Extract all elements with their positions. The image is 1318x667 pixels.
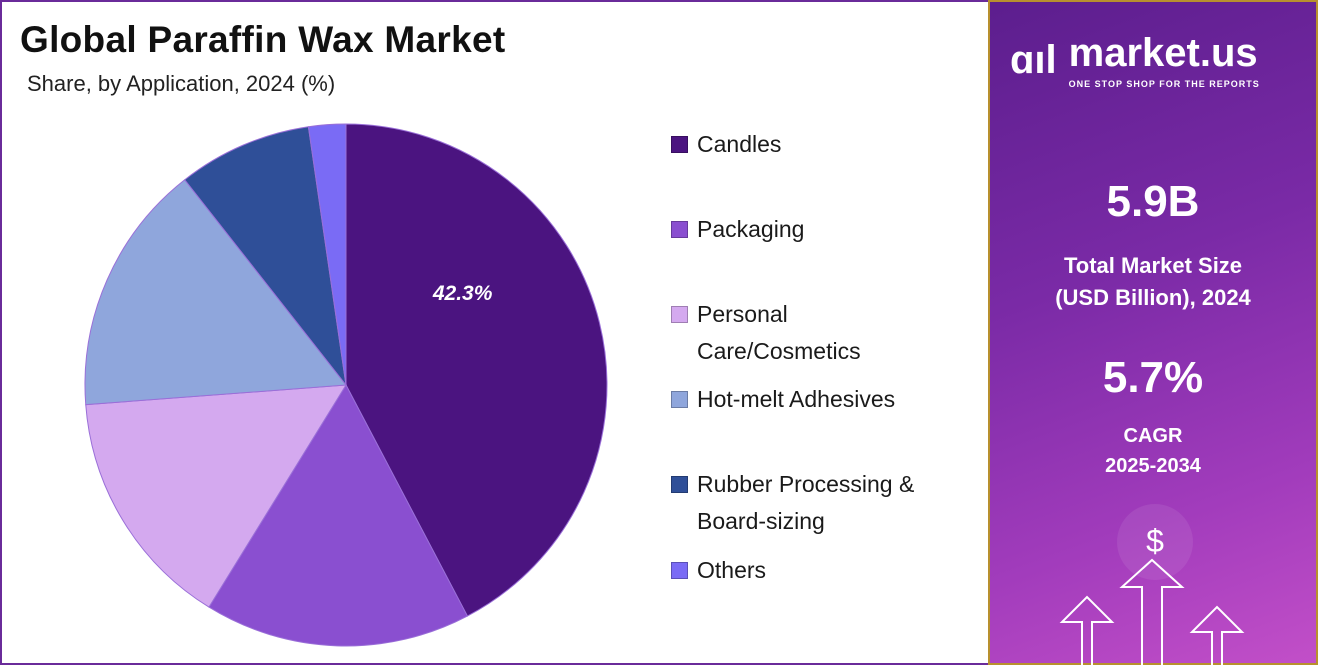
chart-title: Global Paraffin Wax Market <box>20 19 506 60</box>
legend-swatch <box>671 221 688 238</box>
market-size-label: Total Market Size <box>1063 253 1243 278</box>
growth-arrows-icon: $ <box>1059 504 1245 667</box>
legend-label: Candles <box>697 131 782 157</box>
legend-label-line2: Board-sizing <box>697 508 825 534</box>
cagr-period: 2025-2034 <box>1105 455 1201 477</box>
pie-slice-personal-care <box>85 384 347 608</box>
brand-tagline: ONE STOP SHOP FOR THE REPORTS <box>1068 79 1260 89</box>
legend-item-rubber: Rubber Processing & Board-sizing <box>671 466 971 540</box>
legend-swatch <box>671 306 688 323</box>
cagr-value: 5.7% <box>1102 353 1204 402</box>
data-label-candles: 42.3% <box>432 282 493 305</box>
legend-item-hot-melt: Hot-melt Adhesives <box>671 381 971 418</box>
pie-slice-rubber <box>184 126 347 387</box>
legend-label: Hot-melt Adhesives <box>697 386 896 412</box>
legend-swatch <box>671 562 688 579</box>
legend-label: Rubber Processing & <box>697 471 915 497</box>
legend-item-candles: Candles <box>671 126 971 163</box>
pie-slice-hot-melt <box>84 179 347 406</box>
chart-frame <box>0 0 988 665</box>
brand-logo: ɑıl market.us ONE STOP SHOP FOR THE REPO… <box>1010 30 1260 90</box>
legend-swatch <box>671 476 688 493</box>
legend-label: Others <box>697 557 767 583</box>
cagr-label: CAGR <box>1123 425 1183 447</box>
pie-slice-packaging <box>208 383 469 647</box>
chart-subtitle: Share, by Application, 2024 (%) <box>27 71 336 96</box>
dollar-icon: $ <box>1146 523 1164 559</box>
pie-slice-candles <box>345 123 608 617</box>
market-size-value: 5.9B <box>1106 177 1200 226</box>
market-size-label-year: (USD Billion), 2024 <box>1055 285 1251 310</box>
legend-item-packaging: Packaging <box>671 211 971 248</box>
legend-label: Personal <box>697 301 788 327</box>
pie-slice-others <box>307 123 347 386</box>
legend-item-personal-care: Personal Care/Cosmetics <box>671 296 971 370</box>
legend-label-line2: Care/Cosmetics <box>697 338 861 364</box>
summary-panel: ɑıl market.us ONE STOP SHOP FOR THE REPO… <box>988 0 1318 667</box>
legend-swatch <box>671 136 688 153</box>
legend-item-others: Others <box>671 552 971 589</box>
pie-chart: 42.3% <box>84 123 608 647</box>
market-us-logo-icon: ɑıl <box>1010 38 1057 82</box>
brand-name: market.us <box>1068 31 1258 75</box>
legend-label: Packaging <box>697 216 805 242</box>
legend-swatch <box>671 391 688 408</box>
